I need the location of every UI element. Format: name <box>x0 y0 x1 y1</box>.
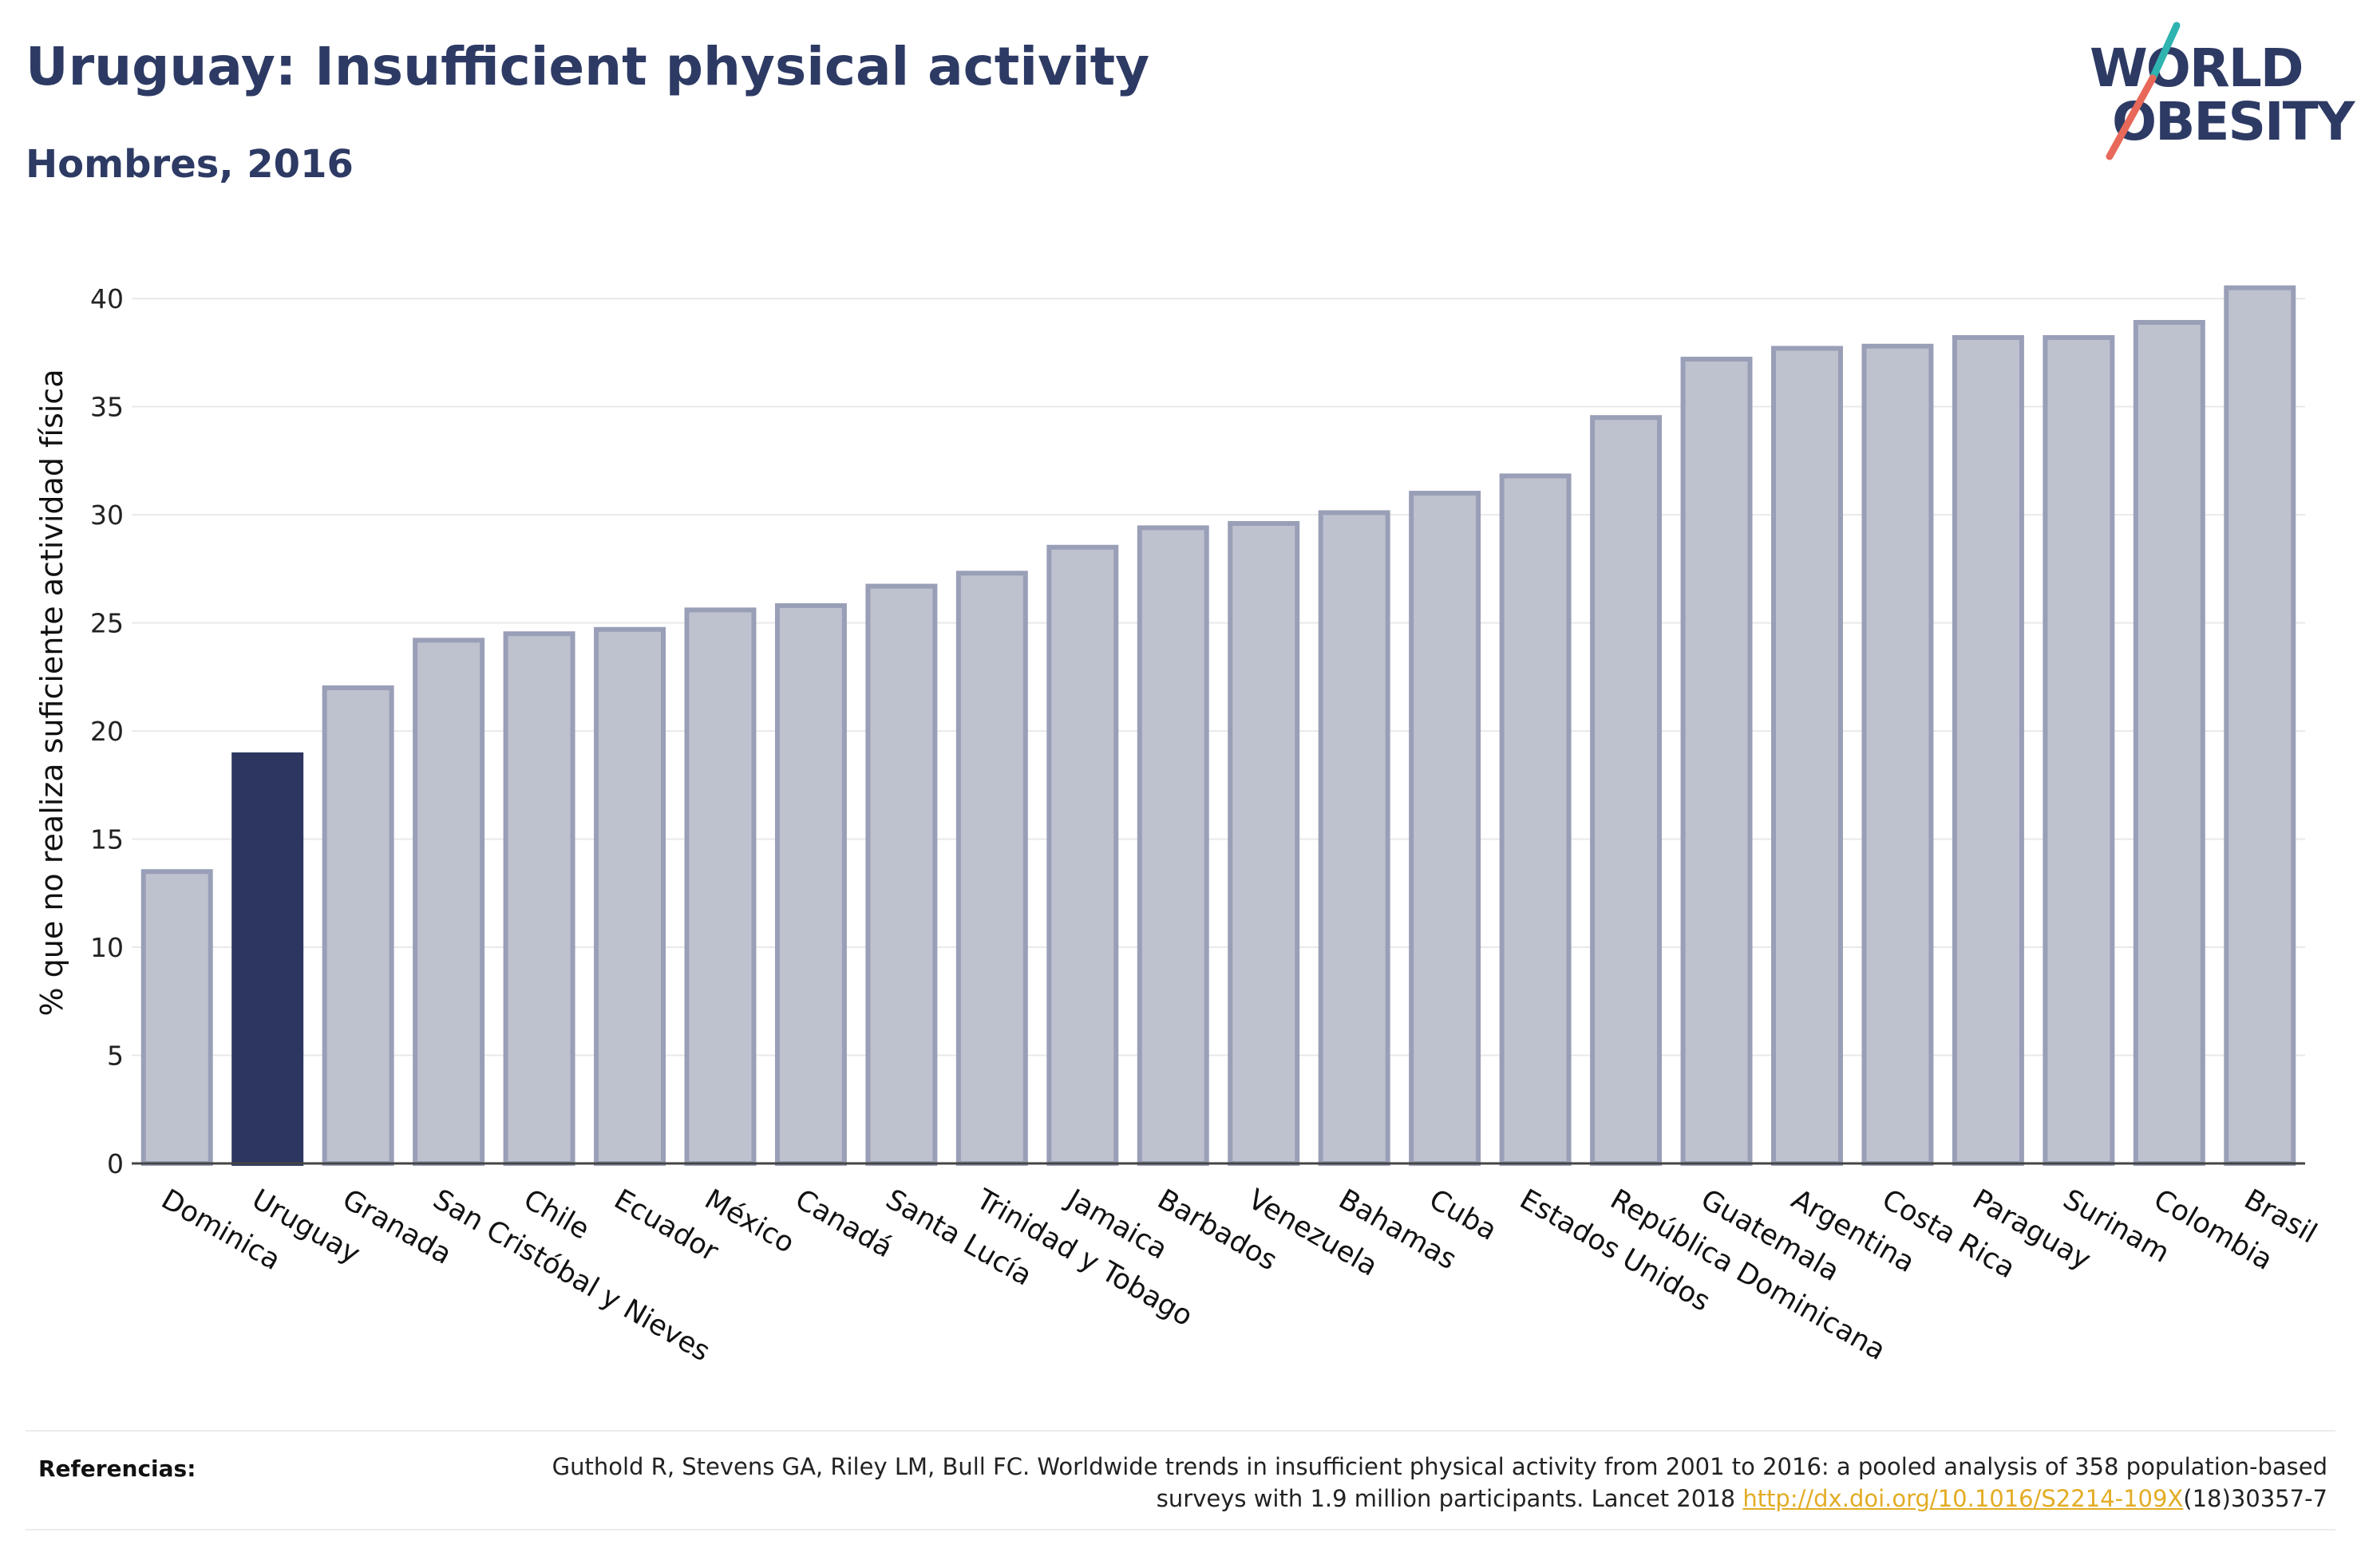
bars <box>140 285 2296 1167</box>
bar-1 <box>231 752 304 1166</box>
logo-line-2: OBESITY <box>2112 91 2356 152</box>
bar-23 <box>2224 285 2296 1167</box>
y-tick-labels: 0 5 10 15 20 25 30 35 40 <box>90 283 124 1179</box>
bar-17 <box>1680 357 1753 1166</box>
y-tick-label: 35 <box>90 392 124 423</box>
bar-4 <box>503 631 575 1166</box>
bar-18 <box>1770 346 1843 1166</box>
doi-link[interactable]: http://dx.doi.org/10.1016/S2214-109X <box>1742 1485 2184 1512</box>
bar-20 <box>1952 334 2024 1166</box>
x-tick-label-5: Ecuador <box>609 1183 724 1268</box>
y-tick-label: 0 <box>107 1148 124 1179</box>
bar-22 <box>2133 319 2205 1166</box>
bar-7 <box>774 602 847 1166</box>
bar-10 <box>1046 544 1119 1166</box>
bar-8 <box>865 583 938 1166</box>
y-axis-label: % que no realiza suficiente actividad fí… <box>34 369 69 1017</box>
y-tick-label: 25 <box>90 608 124 639</box>
logo-slash-coral <box>2106 74 2157 160</box>
y-tick-label: 20 <box>90 716 124 747</box>
bar-12 <box>1228 520 1300 1166</box>
bar-3 <box>413 638 485 1166</box>
y-tick-label: 15 <box>90 824 124 855</box>
references-citation-suffix: (18)30357-7 <box>2183 1485 2327 1512</box>
logo-line-1: WORLD <box>2090 38 2303 99</box>
logo-slash-teal <box>2149 22 2181 82</box>
references-label: Referencias: <box>38 1455 196 1482</box>
chart-title: Uruguay: Insufficient physical activity <box>26 36 1149 97</box>
bar-19 <box>1861 343 1934 1166</box>
bar-2 <box>322 685 394 1166</box>
bar-6 <box>684 607 757 1166</box>
bar-15 <box>1499 473 1572 1166</box>
bar-16 <box>1590 415 1663 1166</box>
bar-14 <box>1409 491 1481 1166</box>
references-citation: Guthold R, Stevens GA, Riley LM, Bull FC… <box>552 1453 2327 1512</box>
bar-21 <box>2043 334 2115 1166</box>
references-text: Guthold R, Stevens GA, Riley LM, Bull FC… <box>492 1451 2327 1515</box>
y-tick-label: 30 <box>90 500 124 531</box>
bar-5 <box>594 626 666 1166</box>
y-tick-label: 5 <box>107 1041 124 1072</box>
bar-9 <box>955 571 1028 1166</box>
references-footer: Referencias: Guthold R, Stevens GA, Rile… <box>26 1430 2335 1530</box>
y-tick-label: 10 <box>90 932 124 963</box>
bar-11 <box>1137 525 1209 1166</box>
bar-0 <box>140 869 213 1166</box>
chart-subtitle: Hombres, 2016 <box>26 142 354 187</box>
world-obesity-logo: WORLD OBESITY <box>2090 22 2358 160</box>
bar-13 <box>1318 510 1390 1166</box>
x-tick-label-7: Canadá <box>789 1183 897 1264</box>
y-tick-label: 40 <box>90 283 124 314</box>
